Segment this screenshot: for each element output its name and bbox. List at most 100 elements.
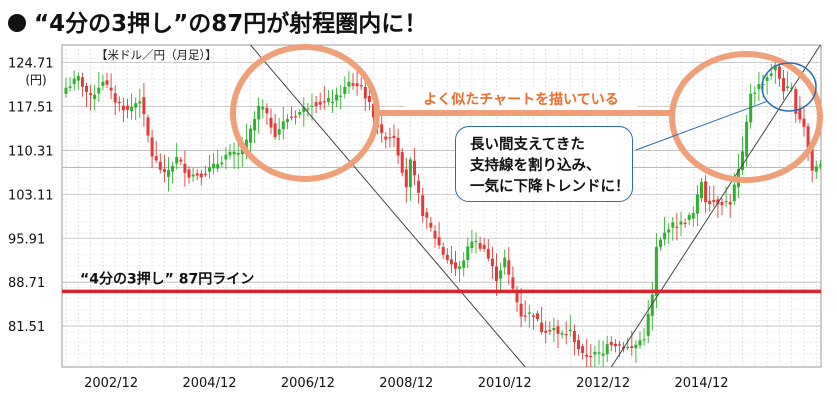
candle-body (503, 257, 507, 268)
y-tick-label: 103.11 (8, 188, 54, 203)
candle-body (753, 92, 757, 94)
candle-body (601, 353, 605, 356)
candle-body (290, 116, 293, 118)
candle-body (294, 116, 298, 118)
candle-body (417, 180, 421, 193)
candle-body (355, 83, 359, 87)
candle-body (80, 77, 84, 87)
candle-body (363, 86, 367, 99)
candle-body (798, 108, 802, 120)
candle-body (240, 148, 244, 155)
candle-body (216, 164, 220, 169)
candle-body (314, 102, 318, 106)
candle-body (351, 83, 355, 86)
candle-body (806, 126, 810, 149)
candle-body (142, 97, 146, 115)
candle-body (306, 108, 310, 110)
callout-line-2: 支持線を割り込み、 (470, 158, 601, 174)
candle-body (167, 170, 170, 177)
candle-body (482, 244, 486, 250)
candle-body (404, 169, 408, 188)
candle-body (413, 160, 416, 176)
candle-body (638, 340, 642, 346)
candle-body (421, 195, 425, 216)
candle-body (89, 93, 93, 96)
candle-body (302, 107, 306, 113)
bullet-icon (8, 14, 26, 32)
highlight-ellipse-2015 (669, 51, 823, 183)
candle-body (777, 66, 781, 79)
candle-body (556, 326, 560, 334)
candle-body (388, 137, 392, 139)
candle-body (515, 289, 519, 303)
candle-body (679, 221, 683, 225)
candle-body (195, 173, 199, 176)
candle-body (581, 346, 585, 353)
candle-body (605, 344, 609, 355)
chart-title: “4分の3押し”の87円が射程圏内に！ (8, 4, 427, 38)
x-tick-label: 2012/12 (576, 376, 630, 391)
candle-body (343, 86, 347, 94)
candle-body (171, 165, 175, 172)
x-tick-label: 2008/12 (379, 376, 433, 391)
candle-body (232, 151, 236, 155)
candle-body (396, 137, 400, 156)
candle-body (76, 75, 80, 81)
candle-body (741, 151, 744, 170)
candle-body (199, 173, 203, 178)
y-axis: 81.51 88.71 95.91 103.11 110.31 117.51 124.71 (8, 57, 54, 335)
candle-body (728, 202, 732, 205)
candle-body (244, 139, 248, 149)
candle-body (253, 118, 257, 131)
candle-body (720, 202, 724, 206)
x-tick-label: 2014/12 (674, 376, 728, 391)
candle-body (162, 168, 166, 172)
candle-body (782, 77, 785, 92)
candle-body (372, 103, 375, 118)
trendlines (250, 45, 821, 367)
candle-body (384, 136, 388, 140)
y-tick-label: 117.51 (8, 101, 54, 116)
candle-body (572, 330, 576, 343)
candle-body (437, 237, 441, 246)
y-tick-label: 95.91 (8, 232, 45, 247)
candle-body (671, 222, 675, 228)
candle-body (700, 182, 703, 199)
candle-body (380, 124, 384, 133)
support-trendline (610, 45, 821, 367)
candle-body (154, 156, 158, 161)
candle-body (150, 137, 154, 157)
candle-body (359, 85, 363, 87)
chart-title-text: “4分の3押し”の87円が射程圏内に！ (34, 11, 428, 37)
candle-body (146, 117, 150, 136)
candle-body (765, 77, 769, 81)
candle-body (540, 322, 544, 333)
candle-body (458, 266, 462, 269)
y-tick-label: 81.51 (8, 320, 45, 335)
candle-body (536, 313, 539, 320)
candle-body (212, 163, 216, 169)
x-tick-label: 2010/12 (478, 376, 532, 391)
candle-body (113, 93, 117, 103)
candle-body (593, 351, 597, 355)
candle-body (732, 184, 736, 202)
candle-body (433, 230, 437, 239)
candle-body (331, 101, 334, 104)
x-tick-label: 2002/12 (84, 376, 138, 391)
candle-body (810, 149, 814, 171)
candle-body (667, 229, 671, 233)
candle-body (257, 105, 261, 120)
candle-body (527, 312, 531, 314)
candle-body (158, 161, 162, 170)
candle-body (814, 166, 818, 172)
candle-body (663, 232, 667, 240)
candle-body (466, 246, 470, 261)
resistance-trendline (250, 45, 526, 367)
support-line-label: “4分の3押し” 87円ライン (80, 270, 254, 287)
candle-body (646, 313, 650, 336)
candle-body (138, 101, 142, 104)
candle-body (687, 214, 691, 220)
candle-body (769, 73, 773, 76)
candle-body (708, 200, 712, 205)
candle-body (695, 194, 699, 214)
